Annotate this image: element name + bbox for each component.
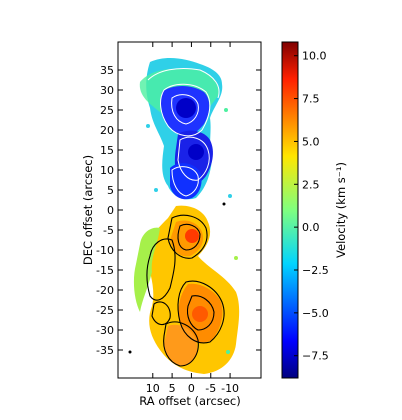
colorbar-tick-label: 10.0	[302, 50, 327, 63]
y-axis: 35 30 25 20 15 10 5 0 -5 -10 -15 -20 -25 -30 -35	[96, 64, 261, 357]
colorbar-axis: 10.0 7.5 5.0 2.5 0.0 −2.5 −5.0 −7.5	[294, 50, 329, 363]
y-axis-title: DEC offset (arcsec)	[81, 155, 95, 265]
colorbar-tick-label: 2.5	[302, 178, 320, 191]
south-peak-2	[192, 306, 208, 322]
y-tick-label: -5	[103, 224, 114, 237]
north-peak-2	[188, 144, 204, 160]
y-tick-label: -25	[96, 304, 114, 317]
y-tick-label: 30	[100, 84, 114, 97]
y-tick-label: 15	[100, 144, 114, 157]
x-tick-label: 5	[169, 382, 176, 395]
south-peak-1	[185, 229, 199, 243]
x-tick-label: 10	[146, 382, 160, 395]
x-tick-label: -10	[221, 382, 239, 395]
colorbar-tick-label: 0.0	[302, 221, 320, 234]
y-tick-label: -30	[96, 324, 114, 337]
colorbar-tick-label: −2.5	[302, 264, 329, 277]
colorbar-tick-label: 5.0	[302, 135, 320, 148]
colorbar-tick-label: −5.0	[302, 307, 329, 320]
colorbar	[281, 41, 299, 379]
y-tick-label: 35	[100, 64, 114, 77]
y-tick-label: 5	[107, 184, 114, 197]
colorbar-tick-label: −7.5	[302, 350, 329, 363]
x-axis: 10 5 0 -5 -10	[146, 42, 239, 395]
south-lobe-core-3	[164, 324, 198, 366]
y-tick-label: 10	[100, 164, 114, 177]
colorbar-title: Velocity (km s⁻¹)	[334, 162, 348, 258]
y-tick-label: -35	[96, 344, 114, 357]
y-tick-label: 20	[100, 124, 114, 137]
velocity-map	[128, 57, 240, 374]
south-contours	[146, 214, 225, 367]
y-tick-label: -15	[96, 264, 114, 277]
x-tick-label: -5	[205, 382, 216, 395]
north-peak-1	[176, 98, 196, 118]
y-tick-label: -10	[96, 244, 114, 257]
x-tick-label: 0	[188, 382, 195, 395]
scattered-fragments	[128, 108, 238, 354]
y-tick-label: 25	[100, 104, 114, 117]
y-tick-label: -20	[96, 284, 114, 297]
north-contours	[147, 67, 220, 197]
y-tick-label: 0	[107, 204, 114, 217]
colorbar-tick-label: 7.5	[302, 93, 320, 106]
x-axis-title: RA offset (arcsec)	[139, 394, 240, 408]
